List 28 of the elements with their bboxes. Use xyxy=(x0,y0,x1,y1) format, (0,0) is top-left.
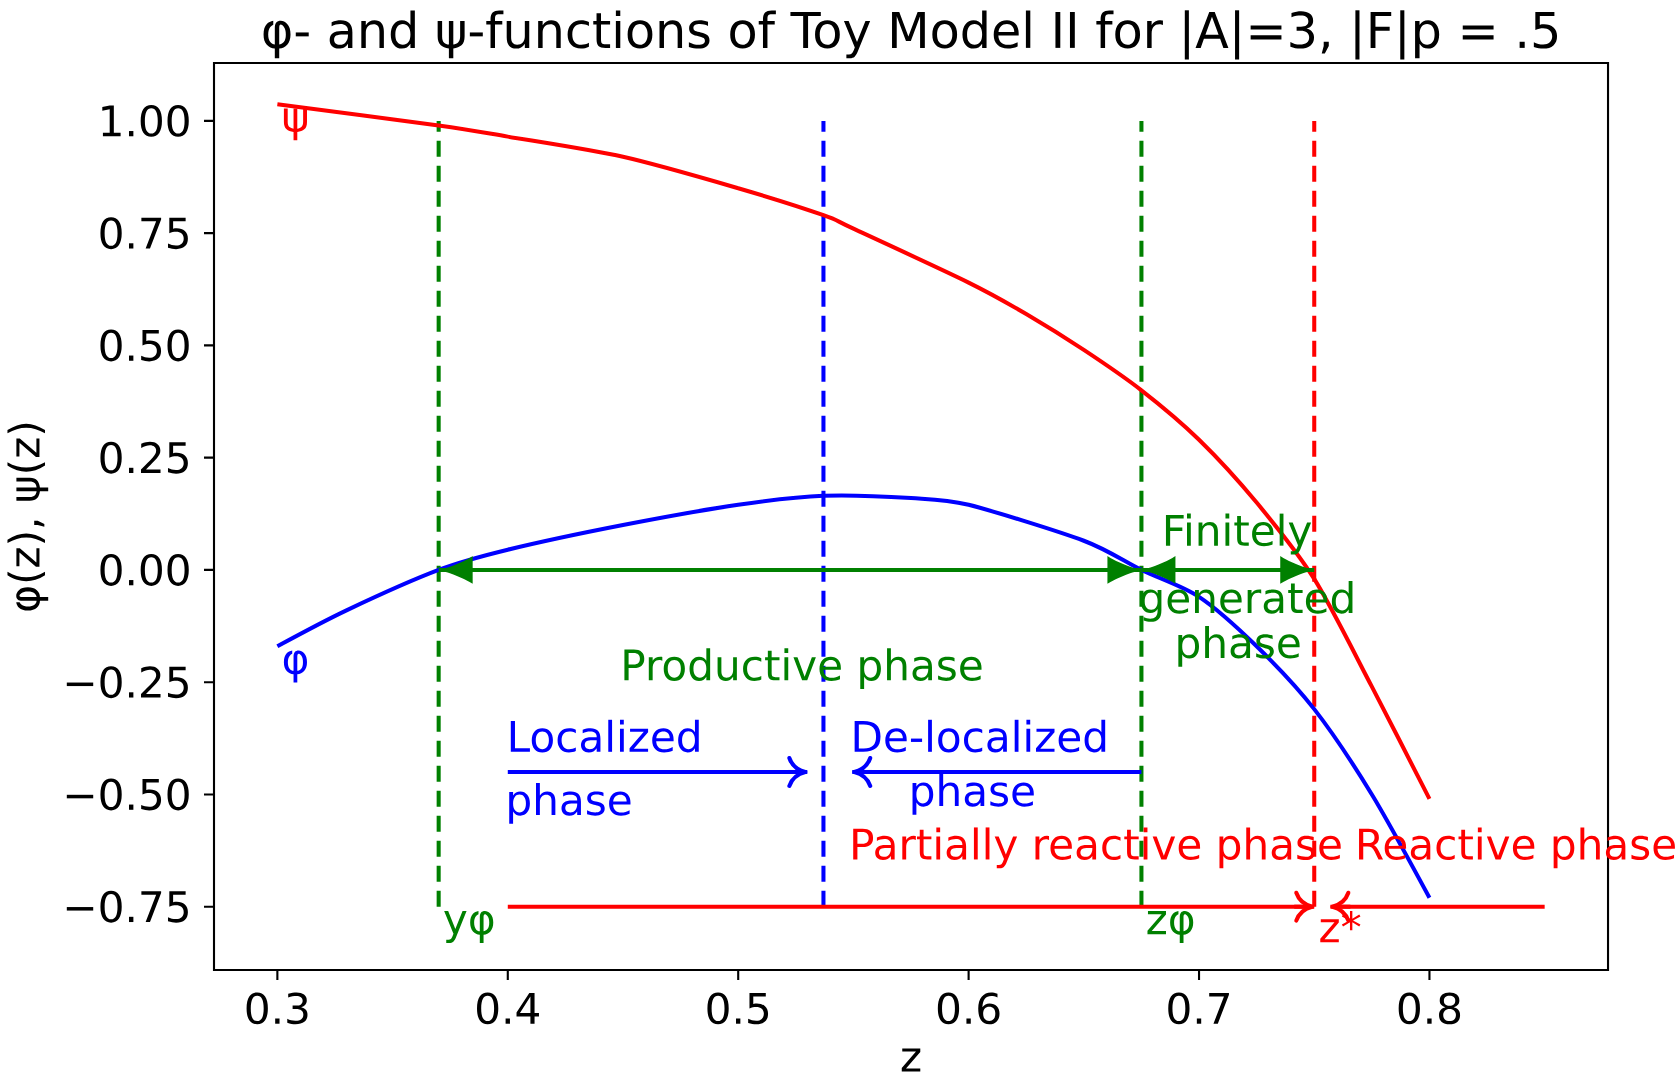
y-tick-label: −0.50 xyxy=(66,778,189,811)
y-tick-label: 0.00 xyxy=(100,553,189,586)
annotation: Localized xyxy=(510,719,699,753)
x-tick-label: 0.6 xyxy=(937,992,1000,1025)
x-axis-title: z xyxy=(901,1048,921,1072)
x-tick-label: 0.3 xyxy=(246,992,308,1025)
ref-line-label: yφ xyxy=(444,910,494,943)
x-tick-label: 0.4 xyxy=(477,992,539,1025)
ref-line-label: zφ xyxy=(1147,910,1194,943)
y-tick-label: 1.00 xyxy=(102,104,189,137)
x-tick-label: 0.5 xyxy=(707,992,769,1025)
annotation: Partially reactive phase xyxy=(853,827,1341,869)
chart-title: φ- and ψ-functions of Toy Model II for |A|=3, |F|p = .5 xyxy=(263,10,1558,60)
annotation: phase xyxy=(509,783,631,824)
y-tick-label: −0.25 xyxy=(66,666,188,699)
ref-line-label: z* xyxy=(1320,910,1361,943)
y-axis-title: φ(z), ψ(z) xyxy=(7,423,49,611)
x-tick-label: 0.8 xyxy=(1398,992,1461,1025)
y-tick-label: 0.50 xyxy=(100,329,189,362)
annotation: Productive phase xyxy=(624,648,982,690)
x-tick-label: 0.7 xyxy=(1168,992,1229,1025)
y-tick-label: 0.75 xyxy=(100,217,188,250)
series-label: φ xyxy=(283,650,307,683)
series-label: ψ xyxy=(283,108,307,141)
annotation: phase xyxy=(912,774,1034,815)
annotation: De-localized xyxy=(854,719,1106,753)
y-tick-label: −0.75 xyxy=(66,890,188,923)
y-tick-label: 0.25 xyxy=(100,441,188,474)
